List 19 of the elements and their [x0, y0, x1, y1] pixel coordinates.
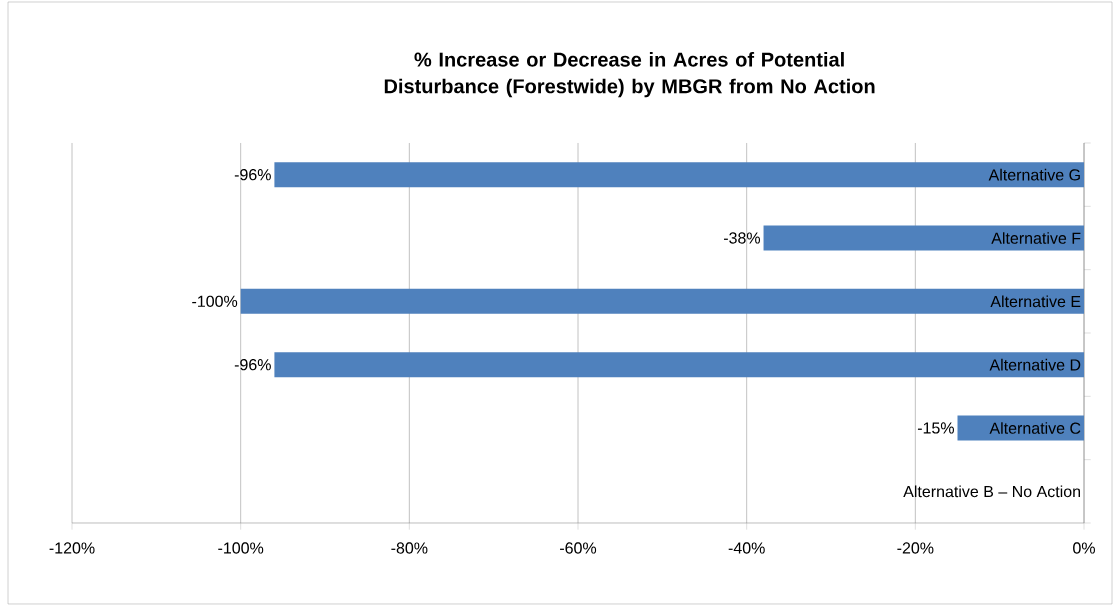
chart-title: % Increase or Decrease in Acres of Potential Disturbance (Forestwide) by MBGR from No Action — [384, 51, 875, 98]
data-label: -38% — [723, 232, 761, 244]
y-tick-label: Alternative C — [989, 422, 1081, 434]
x-tick-label: -20% — [897, 542, 934, 554]
x-tick-label: -120% — [49, 542, 95, 554]
y-tick-label: Alternative F — [991, 232, 1081, 244]
y-tick-label: Alternative G — [988, 168, 1080, 181]
y-tick-label: Alternative E — [990, 295, 1081, 308]
x-tick-label: -40% — [728, 542, 765, 554]
y-tick-label: Alternative B – No Action — [903, 485, 1081, 498]
x-tick-label: -60% — [560, 542, 597, 554]
x-tick-label: -100% — [218, 542, 264, 554]
data-label: -100% — [192, 295, 238, 307]
y-tick-label: Alternative D — [989, 358, 1081, 371]
x-tick-label: 0% — [1073, 542, 1095, 554]
data-label: -96% — [234, 359, 271, 371]
x-tick-label: -80% — [391, 542, 428, 554]
data-label: -15% — [917, 422, 954, 434]
data-label: -96% — [234, 169, 271, 181]
